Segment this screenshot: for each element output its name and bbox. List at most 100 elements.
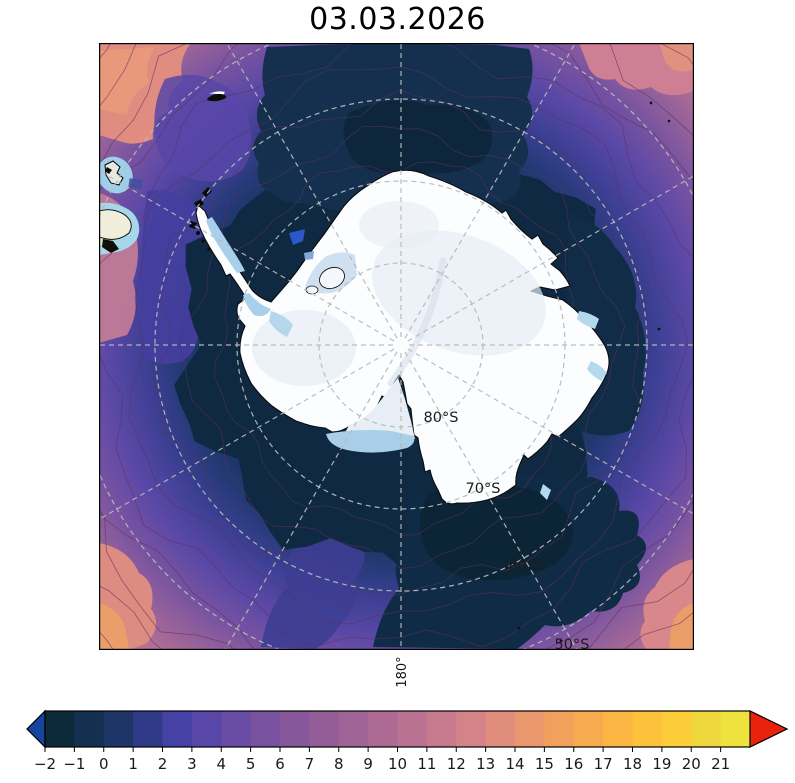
island (189, 221, 197, 229)
island (559, 639, 563, 643)
island (207, 93, 227, 102)
island (196, 231, 200, 235)
sea-ice-patch (540, 484, 551, 500)
colorbar-segment (338, 711, 369, 747)
meridian-line (224, 351, 398, 650)
ice-sheet-shading (372, 230, 546, 356)
south-georgia-island (104, 160, 124, 186)
ice-sheet-shading (359, 201, 439, 249)
colorbar-tick-label: 13 (476, 755, 495, 773)
colorbar-tick-label: 9 (363, 755, 373, 773)
warm-patch-topleft-core (99, 47, 155, 115)
colorbar-segment (426, 711, 457, 747)
berkner-island (319, 266, 345, 290)
colorbar-tick-label: 0 (99, 755, 109, 773)
colorbar-segment (456, 711, 487, 747)
colorbar-tick-label: −1 (63, 755, 85, 773)
island-outline (305, 285, 319, 295)
colorbar-segment (74, 711, 105, 747)
cold-eddy-patch (128, 178, 143, 189)
colorbar-tick-label: 4 (216, 755, 226, 773)
temperature-contour (155, 89, 650, 602)
colorbar-tick-label: 7 (305, 755, 315, 773)
ross-sea-ice-band (326, 430, 415, 453)
colorbar-segment (103, 711, 134, 747)
colorbar-tick-label: 19 (652, 755, 671, 773)
sea-ice-patch (269, 311, 293, 337)
colorbar-tick-label: 1 (128, 755, 138, 773)
colorbar-tick-label: 11 (417, 755, 436, 773)
islands (99, 91, 671, 643)
antarctic-map: 80°S 70°S 60°S 50°S (99, 43, 694, 650)
sea-ice-patch (587, 361, 607, 381)
plot-title: 03.03.2026 (309, 2, 486, 37)
sea-ice-peninsula (206, 217, 245, 273)
meridian-line (404, 43, 577, 339)
colorbar-tick-label: 8 (334, 755, 344, 773)
colorbar-segment (632, 711, 663, 747)
colorbar-segment (133, 711, 164, 747)
colorbar-segment (720, 711, 751, 747)
colorbar-segment (544, 711, 575, 747)
colorbar-tick-label: 16 (564, 755, 583, 773)
cold-core-southeast (420, 484, 573, 581)
colorbar-tick-label: 2 (158, 755, 168, 773)
colorbar-segment (191, 711, 222, 747)
latitude-label-80s: 80°S (424, 410, 459, 426)
colorbar-segment (485, 711, 516, 747)
sea-ice-patch (577, 311, 599, 329)
ice-sheet-shading (252, 310, 356, 386)
meridian-line (404, 351, 578, 650)
map-canvas: 80°S 70°S 60°S 50°S (99, 43, 694, 650)
colorbar-segment (603, 711, 634, 747)
longitude-label-180: 180° (394, 656, 410, 688)
colorbar-segment (515, 711, 545, 747)
colorbar-tick-label: 20 (682, 755, 701, 773)
colorbar-segment (250, 711, 281, 747)
warm-patch-bottomleft-core (99, 603, 129, 650)
colorbar-under-arrow (26, 709, 46, 749)
colorbar-segment (368, 711, 399, 747)
island (194, 199, 204, 208)
meridian-line (99, 169, 395, 342)
island (207, 247, 211, 251)
island (667, 119, 671, 123)
meridian-line (225, 43, 398, 339)
colorbar-segment (661, 711, 692, 747)
violet-patch-west (139, 190, 206, 364)
colorbar-segment (309, 711, 340, 747)
land-group (99, 91, 671, 643)
meridian-line (99, 348, 395, 521)
island (202, 187, 212, 197)
colorbar-tick-label: 15 (535, 755, 554, 773)
colorbar-segment (280, 711, 310, 747)
island-rock (105, 167, 112, 174)
colorbar: −2 −1 0 1 2 3 4 5 6 7 8 9 10 11 12 13 14 15 16 17 18 19 20 21 (26, 709, 789, 773)
colorbar-segment (221, 711, 252, 747)
colorbar-tick-label: 17 (594, 755, 613, 773)
warm-patch-bottomright-core (669, 603, 694, 650)
colorbar-tick-label: 5 (246, 755, 256, 773)
cold-eddy-patch (304, 251, 314, 260)
colorbar-segment (691, 711, 722, 747)
island (649, 101, 653, 105)
colorbar-segment (573, 711, 604, 747)
colorbar-tick-label: 12 (447, 755, 466, 773)
colorbar-tick-label: −2 (34, 755, 56, 773)
meridian-line (407, 348, 694, 515)
temperature-contour (128, 66, 689, 625)
colorbar-tick-label: 3 (187, 755, 197, 773)
colorbar-tick-label: 18 (623, 755, 642, 773)
colorbar-tick-label: 10 (388, 755, 407, 773)
sea-ice-patch (243, 293, 271, 317)
colorbar-tick-label: 14 (505, 755, 524, 773)
island-rock (102, 239, 119, 253)
cold-core-north (343, 100, 493, 174)
latitude-label-60s: 60°S (509, 558, 544, 574)
island (657, 327, 661, 331)
ross-ice-shelf (345, 378, 415, 439)
cold-eddy-patch (289, 229, 305, 245)
map-frame (99, 43, 694, 650)
violet-patch-northwest (154, 74, 252, 182)
